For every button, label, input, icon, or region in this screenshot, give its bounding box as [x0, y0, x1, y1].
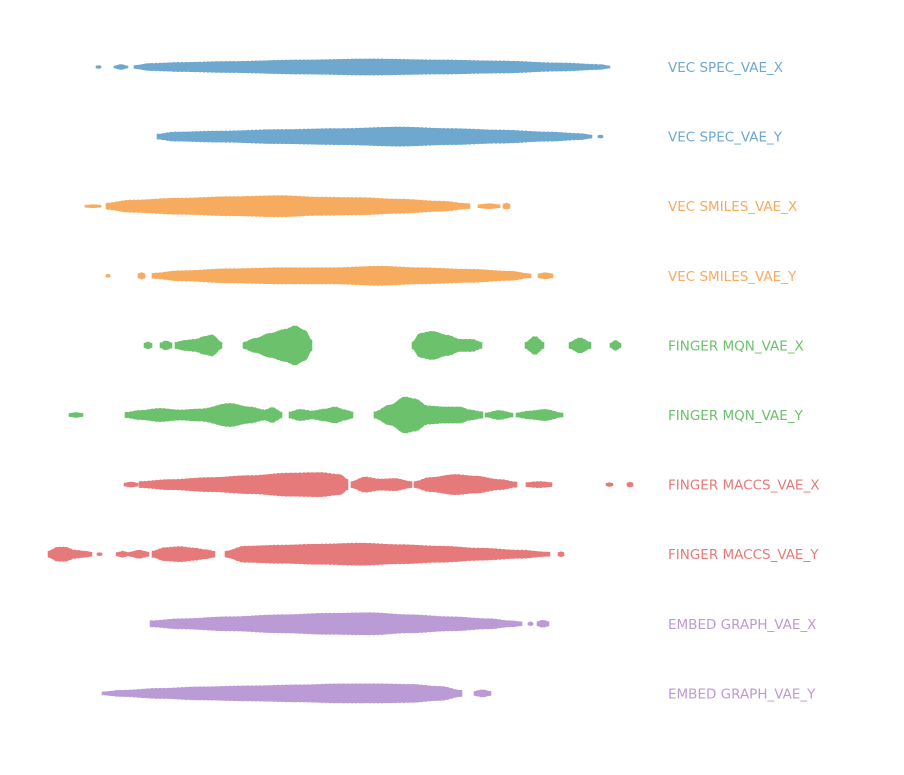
violin-segment-embed-graph-vae-x-0	[150, 613, 522, 636]
violin-segment-finger-mqn-vae-x-2	[175, 335, 222, 357]
violin-segment-embed-graph-vae-x-2	[537, 620, 549, 627]
row-label-finger-maccs-vae-x: FINGER MACCS_VAE_X	[668, 478, 819, 494]
violin-segment-finger-mqn-vae-y-3	[374, 397, 483, 433]
violin-segment-embed-graph-vae-x-1	[528, 622, 533, 626]
violin-row-embed-graph-vae-x: EMBED GRAPH_VAE_X	[150, 613, 816, 636]
violin-row-finger-mqn-vae-x: FINGER MQN_VAE_X	[144, 326, 804, 365]
violin-segment-vec-spec-vae-x-0	[96, 66, 101, 69]
violin-row-embed-graph-vae-y: EMBED GRAPH_VAE_Y	[102, 684, 816, 704]
violin-segment-finger-maccs-vae-y-1	[97, 553, 102, 556]
violin-segment-finger-maccs-vae-y-0	[48, 547, 92, 562]
violin-row-vec-smiles-vae-y: VEC SMILES_VAE_Y	[106, 266, 797, 286]
violin-segment-vec-spec-vae-x-2	[134, 59, 610, 76]
violin-segment-vec-smiles-vae-x-3	[503, 203, 510, 209]
violin-segment-finger-maccs-vae-y-6	[558, 552, 564, 557]
row-label-vec-spec-vae-y: VEC SPEC_VAE_Y	[668, 130, 783, 146]
violin-segment-vec-smiles-vae-x-0	[85, 205, 101, 208]
violin-segment-vec-spec-vae-y-0	[157, 127, 592, 147]
violin-segment-finger-maccs-vae-x-0	[124, 482, 138, 487]
violin-segment-finger-maccs-vae-x-2	[351, 477, 412, 493]
violin-segment-finger-mqn-vae-x-4	[412, 331, 482, 359]
violin-row-vec-spec-vae-y: VEC SPEC_VAE_Y	[157, 127, 783, 147]
row-label-vec-smiles-vae-x: VEC SMILES_VAE_X	[668, 199, 797, 215]
violin-segment-finger-mqn-vae-x-7	[610, 340, 621, 350]
row-label-finger-mqn-vae-y: FINGER MQN_VAE_Y	[668, 408, 804, 424]
violin-segment-finger-maccs-vae-x-5	[606, 483, 613, 487]
row-label-embed-graph-vae-y: EMBED GRAPH_VAE_Y	[668, 686, 816, 702]
violin-segment-finger-maccs-vae-y-5	[225, 543, 550, 566]
violin-segment-finger-maccs-vae-x-4	[526, 481, 552, 488]
row-label-vec-spec-vae-x: VEC SPEC_VAE_X	[668, 60, 783, 76]
violin-segment-finger-maccs-vae-x-6	[627, 482, 633, 487]
violin-segment-vec-smiles-vae-y-0	[106, 274, 110, 277]
row-label-embed-graph-vae-x: EMBED GRAPH_VAE_X	[668, 617, 816, 633]
violin-row-finger-maccs-vae-y: FINGER MACCS_VAE_Y	[48, 543, 819, 566]
violin-segment-finger-maccs-vae-y-4	[152, 546, 215, 562]
violin-segment-finger-mqn-vae-x-0	[144, 342, 152, 349]
violin-segment-finger-maccs-vae-y-3	[129, 550, 149, 558]
violin-segment-vec-smiles-vae-y-3	[538, 273, 553, 279]
violin-segment-finger-mqn-vae-y-5	[516, 409, 563, 420]
violin-segment-finger-mqn-vae-y-4	[485, 410, 513, 419]
row-label-finger-mqn-vae-x: FINGER MQN_VAE_X	[668, 338, 804, 354]
violin-segment-vec-smiles-vae-x-1	[106, 195, 470, 217]
violin-segment-vec-smiles-vae-y-1	[138, 272, 145, 279]
violin-segment-finger-maccs-vae-y-2	[116, 551, 129, 558]
violin-row-vec-smiles-vae-x: VEC SMILES_VAE_X	[85, 195, 797, 217]
violin-segment-finger-mqn-vae-y-0	[69, 413, 83, 418]
violin-row-finger-mqn-vae-y: FINGER MQN_VAE_Y	[69, 397, 804, 433]
violin-row-vec-spec-vae-x: VEC SPEC_VAE_X	[96, 59, 783, 76]
violin-segment-vec-smiles-vae-x-2	[478, 204, 500, 209]
violin-segment-vec-spec-vae-y-1	[598, 135, 603, 138]
violin-segment-finger-maccs-vae-x-1	[139, 472, 348, 496]
violin-segment-embed-graph-vae-y-1	[474, 690, 491, 697]
violin-segment-finger-mqn-vae-x-5	[525, 337, 544, 355]
violin-segment-finger-maccs-vae-x-3	[414, 474, 517, 494]
violin-segment-finger-mqn-vae-x-1	[160, 341, 172, 350]
violin-segment-finger-mqn-vae-x-6	[569, 338, 591, 353]
violin-segment-vec-spec-vae-x-1	[114, 65, 128, 70]
violin-segment-finger-mqn-vae-y-2	[289, 407, 353, 423]
violin-segment-embed-graph-vae-y-0	[102, 684, 462, 704]
violin-row-finger-maccs-vae-x: FINGER MACCS_VAE_X	[124, 472, 819, 496]
violin-segment-finger-mqn-vae-y-1	[125, 403, 282, 427]
row-label-vec-smiles-vae-y: VEC SMILES_VAE_Y	[668, 269, 797, 285]
violin-segment-finger-mqn-vae-x-3	[243, 326, 312, 365]
row-label-finger-maccs-vae-y: FINGER MACCS_VAE_Y	[668, 547, 819, 563]
violin-segment-vec-smiles-vae-y-2	[152, 266, 531, 286]
